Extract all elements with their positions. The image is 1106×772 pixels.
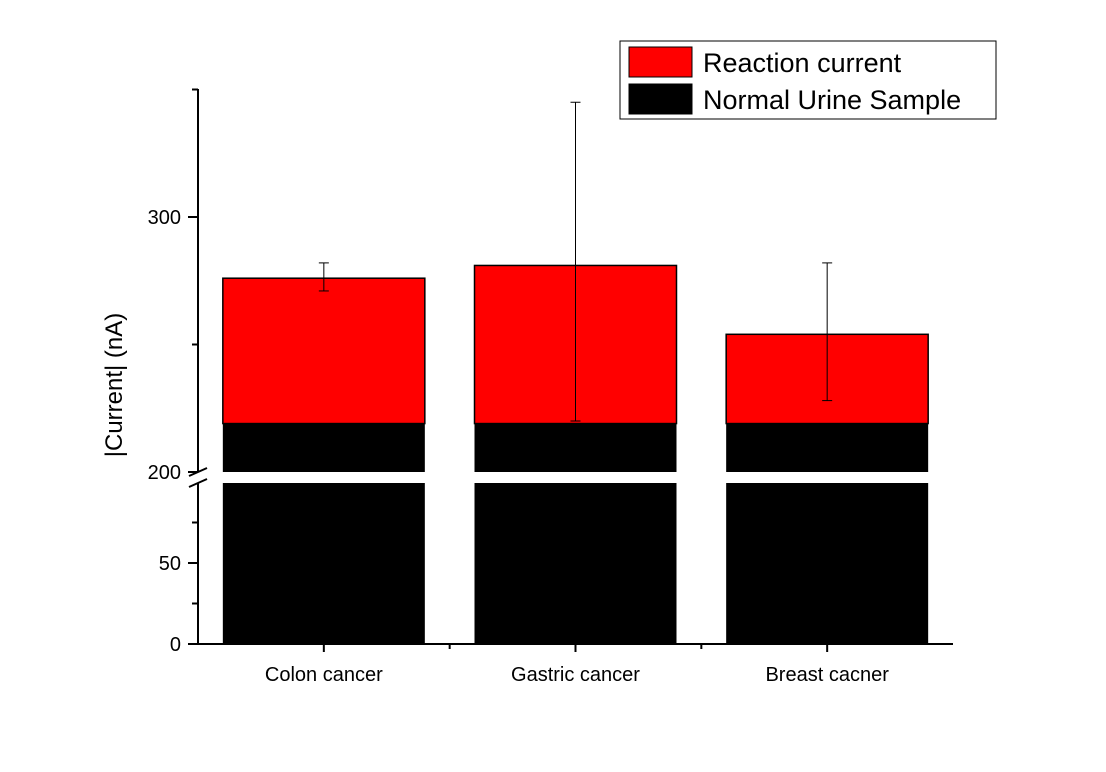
legend-swatch-reaction [628,46,693,78]
bar-normal-upper [222,423,425,472]
bar-normal-lower [222,483,425,644]
x-tick-label: Breast cacner [765,664,889,686]
axis-break-mark-lower [188,478,208,488]
bar-group [200,264,955,644]
y-tick-label: 300 [148,207,181,229]
legend: Reaction current Normal Urine Sample [619,40,997,120]
bar-normal-lower [474,483,677,644]
y-tick-label: 0 [170,634,181,656]
y-tick-label: 200 [148,462,181,484]
axis-break-gap [200,473,955,482]
axes: Colon cancer Gastric cancer Breast cacner 0… [148,88,953,686]
bar-normal-upper [474,423,677,472]
error-bar-group [318,101,833,422]
bar-normal-upper [726,423,929,472]
y-tick-label: 50 [159,553,181,575]
legend-label-reaction: Reaction current [703,48,902,78]
bar-normal-lower [726,483,929,644]
y-axis-title: |Current| (nA) [101,313,128,458]
x-tick-label: Gastric cancer [511,664,640,686]
bar-reaction [222,277,426,425]
legend-swatch-normal [628,83,693,115]
x-tick-label: Colon cancer [265,664,383,686]
legend-label-normal: Normal Urine Sample [703,85,961,115]
